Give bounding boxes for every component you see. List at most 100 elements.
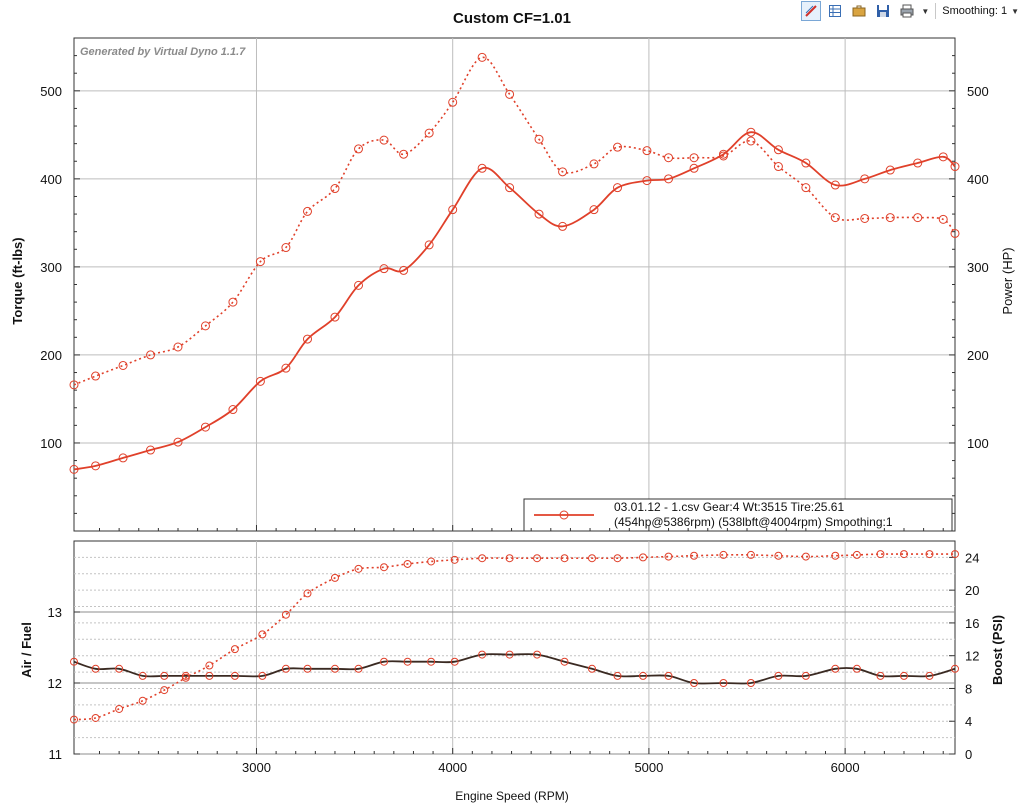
boost-point [876,550,885,559]
print-button[interactable] [897,1,917,21]
boost-point [354,564,363,573]
torque-point [302,206,312,216]
power-point [589,205,599,215]
boost-point [281,610,290,619]
power-point [830,180,840,190]
print-icon [900,4,914,18]
air-fuel-point [876,671,885,680]
afr-tick-label: 13 [48,605,62,620]
air-fuel-point [925,671,934,680]
boost-point [831,551,840,560]
air-fuel-point [427,657,436,666]
boost-tick-label: 4 [965,714,972,729]
boost-point [951,550,959,559]
torque-point [534,134,544,144]
torque-point [689,153,699,163]
power-point [200,422,210,432]
boost-point [230,645,239,654]
power-point [505,183,515,193]
air-fuel-line [73,653,956,685]
torque-point [938,214,948,224]
power-point [424,240,434,250]
air-fuel-point [450,657,459,666]
toolbar: ▼ Smoothing: 1 ▼ [801,0,1023,22]
torque-point [354,144,364,154]
power-point [379,264,389,274]
torque-point [330,184,340,194]
air-fuel-point [478,650,487,659]
power-point [746,127,756,137]
boost-point [560,554,569,563]
power-tick-label: 200 [967,348,989,363]
air-fuel-point [588,664,597,673]
power-point [255,376,265,386]
boost-point [160,686,169,695]
power-point [801,158,811,168]
boost-tick-label: 8 [965,681,972,696]
torque-point [746,136,756,146]
x-tick-label: 6000 [831,760,860,775]
torque-tick-label: 400 [40,172,62,187]
power-tick-label: 100 [967,436,989,451]
power-point [938,152,948,162]
air-fuel-point [719,679,728,687]
smoothing-dropdown-caret[interactable]: ▼ [1011,6,1019,16]
air-fuel-point [230,671,239,680]
power-line [73,131,956,471]
power-point [664,174,674,184]
power-point [330,312,340,322]
open-button[interactable] [849,1,869,21]
torque-point [558,167,568,177]
boost-point [91,713,100,722]
legend-swatch-marker [559,510,569,520]
afr-tick-label: 12 [48,676,62,691]
boost-tick-label: 12 [965,649,979,664]
table-icon [829,5,842,17]
power-point [281,363,291,373]
torque-point [91,371,101,381]
torque-point [885,213,895,223]
boost-point [70,715,78,724]
save-button[interactable] [873,1,893,21]
torque-point [69,380,79,390]
boost-point [690,551,699,560]
bottom-ticks: 11 12 13 0 4 8 12 16 20 24 [48,550,980,762]
boost-axis-label: Boost (PSI) [990,615,1005,685]
top-series [69,52,960,474]
power-axis-label: Power (HP) [1000,247,1015,314]
smoothing-dropdown[interactable]: Smoothing: 1 [942,5,1008,17]
air-fuel-point [281,664,290,673]
boost-point [664,552,673,561]
print-dropdown-caret[interactable]: ▼ [921,6,930,16]
power-point [558,221,568,231]
boost-point [639,553,648,562]
bottom-series [70,550,959,724]
legend: 03.01.12 - 1.csv Gear:4 Wt:3515 Tire:25.… [523,498,953,532]
torque-point [173,342,183,352]
air-fuel-point [160,671,169,680]
boost-point [403,559,412,568]
air-fuel-point [533,650,542,659]
torque-point [118,360,128,370]
save-icon [877,5,890,17]
power-point [69,464,79,474]
air-fuel-point [951,664,959,673]
power-point [354,280,364,290]
torque-point [228,297,238,307]
boost-point [852,550,861,559]
toolbar-separator [935,3,937,19]
draw-line-button[interactable] [801,1,822,21]
torque-point [477,52,487,62]
torque-point [200,321,210,331]
power-point [773,145,783,155]
boost-tick-label: 0 [965,747,972,762]
table-button[interactable] [825,1,845,21]
boost-point [899,550,908,559]
torque-point [589,159,599,169]
power-point [302,334,312,344]
air-fuel-point [746,679,755,687]
torque-point [950,228,960,238]
air-fuel-point [690,679,699,687]
watermark: Generated by Virtual Dyno 1.1.7 [80,46,246,58]
power-point [173,437,183,447]
